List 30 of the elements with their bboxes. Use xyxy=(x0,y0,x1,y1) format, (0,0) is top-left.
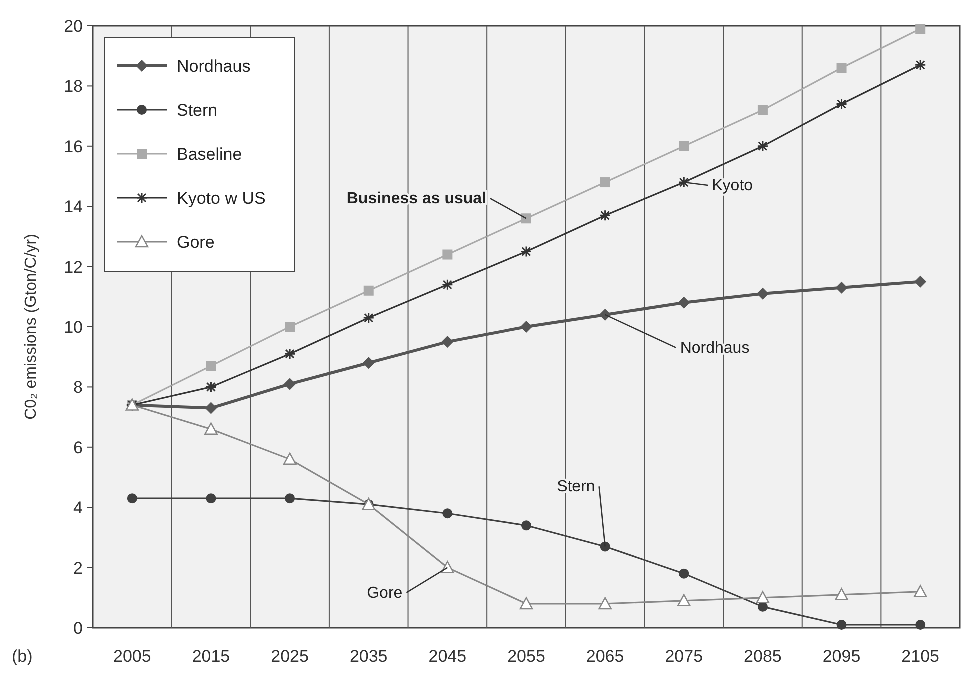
legend-label: Nordhaus xyxy=(177,56,251,76)
legend-label: Baseline xyxy=(177,144,242,164)
y-tick-label: 16 xyxy=(64,137,83,156)
legend-label: Kyoto w US xyxy=(177,188,266,208)
x-tick-label: 2105 xyxy=(902,647,940,666)
x-tick-label: 2095 xyxy=(822,647,861,666)
y-tick-label: 0 xyxy=(74,618,83,638)
x-tick-label: 2065 xyxy=(586,647,624,666)
y-tick-label: 8 xyxy=(74,378,83,398)
y-tick-label: 2 xyxy=(74,558,83,578)
y-tick-label: 20 xyxy=(64,16,83,36)
x-tick-label: 2085 xyxy=(744,647,782,666)
y-tick-label: 12 xyxy=(64,258,83,277)
y-tick-label: 6 xyxy=(74,438,83,458)
x-tick-label: 2075 xyxy=(665,647,704,666)
annotation: Gore xyxy=(367,584,403,602)
legend-label: Stern xyxy=(177,100,218,120)
x-tick-label: 2055 xyxy=(508,647,546,666)
x-tick-label: 2005 xyxy=(113,647,152,666)
y-tick-label: 18 xyxy=(64,77,83,96)
y-axis-title: C0₂ emissions (Gton/C/yr) xyxy=(23,234,40,420)
x-tick-label: 2035 xyxy=(350,647,388,666)
y-tick-label: 4 xyxy=(74,498,83,518)
x-tick-label: 2015 xyxy=(192,647,230,666)
legend-label: Gore xyxy=(177,232,215,252)
y-tick-label: 14 xyxy=(64,198,83,217)
y-tick-label: 10 xyxy=(64,318,83,337)
text: (b) xyxy=(12,647,33,666)
x-tick-label: 2045 xyxy=(428,647,467,666)
x-tick-label: 2025 xyxy=(271,647,309,666)
